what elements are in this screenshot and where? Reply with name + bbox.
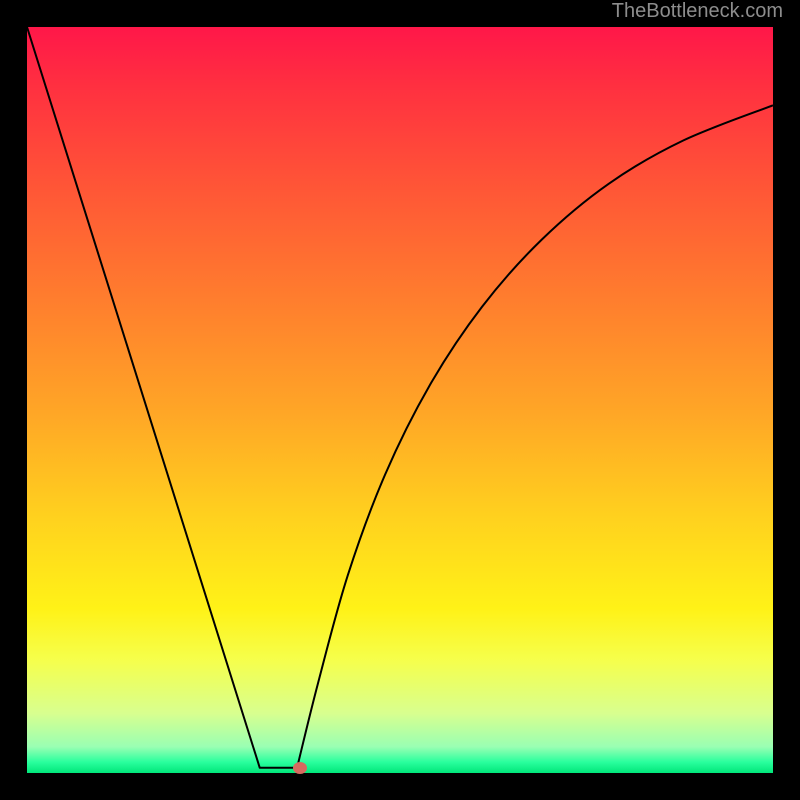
watermark-text: TheBottleneck.com [612, 0, 783, 23]
curve-path [27, 27, 773, 768]
plot-area [27, 27, 773, 773]
bottleneck-curve [27, 27, 773, 773]
chart-canvas: TheBottleneck.com [0, 0, 800, 800]
optimum-marker [293, 762, 307, 774]
